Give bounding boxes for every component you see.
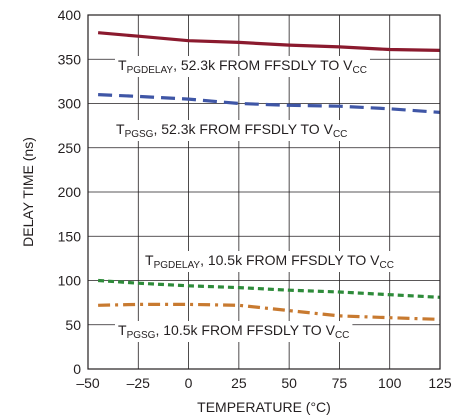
series-1-annotation: TPGDELAY, 52.3k FROM FFSDLY TO VCC <box>118 57 367 76</box>
chart-series-lines <box>97 31 441 321</box>
y-axis-tick-labels: 0 50 100 150 200 250 300 350 400 <box>58 7 82 377</box>
x-tick-label: –25 <box>127 375 151 391</box>
series-annotations: TPGDELAY, 52.3k FROM FFSDLY TO VCC TPGSG… <box>113 56 397 342</box>
x-axis-tick-labels: –50 –25 0 25 50 75 100 125 <box>76 375 452 391</box>
series-3-annotation: TPGDELAY, 10.5k FROM FFSDLY TO VCC <box>145 252 394 271</box>
y-tick-label: 200 <box>58 184 82 200</box>
x-tick-label: 75 <box>332 375 348 391</box>
y-tick-label: 250 <box>58 140 82 156</box>
series-4-annotation: TPGSG, 10.5k FROM FFSDLY TO VCC <box>118 322 349 341</box>
y-tick-label: 0 <box>73 361 81 377</box>
x-tick-label: 100 <box>378 375 402 391</box>
y-tick-label: 150 <box>58 228 82 244</box>
x-tick-label: 0 <box>185 375 193 391</box>
series-line-3 <box>97 278 441 299</box>
x-tick-label: –50 <box>76 375 100 391</box>
series-line-1 <box>97 31 441 52</box>
y-tick-label: 50 <box>65 317 81 333</box>
y-tick-label: 350 <box>58 51 82 67</box>
series-line-4 <box>98 302 441 321</box>
x-tick-label: 25 <box>231 375 247 391</box>
annotation-background <box>115 321 353 342</box>
annotation-background <box>142 251 397 272</box>
annotation-background <box>115 56 370 77</box>
plot-frame <box>87 14 441 370</box>
annotation-background <box>113 120 351 141</box>
x-tick-label: 125 <box>428 375 452 391</box>
y-axis-label: DELAY TIME (ns) <box>20 137 36 247</box>
series-2-annotation: TPGSG, 52.3k FROM FFSDLY TO VCC <box>116 121 347 140</box>
y-tick-label: 400 <box>58 7 82 23</box>
x-axis-label: TEMPERATURE (°C) <box>197 399 331 415</box>
x-tick-label: 50 <box>281 375 297 391</box>
series-line-2 <box>98 93 441 114</box>
y-tick-label: 300 <box>58 96 82 112</box>
y-tick-label: 100 <box>58 273 82 289</box>
